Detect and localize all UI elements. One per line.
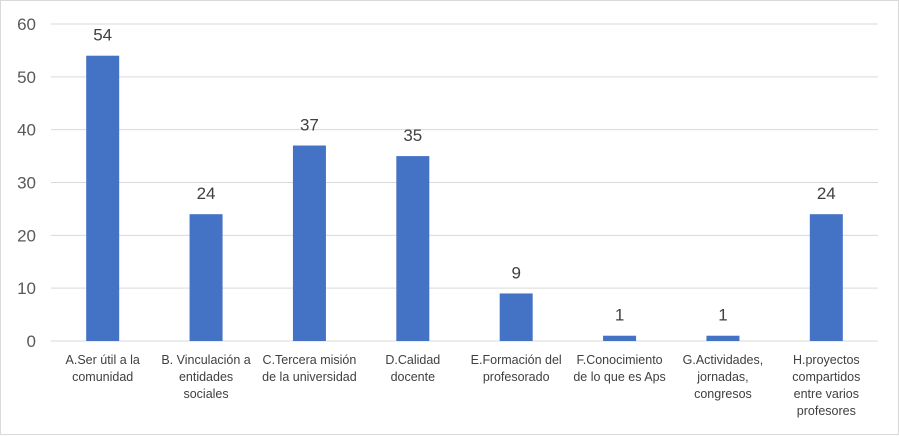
data-label: 37 <box>300 116 319 135</box>
x-category-label: docente <box>391 370 436 384</box>
x-category-label: compartidos <box>792 370 860 384</box>
x-category-label: de lo que es Aps <box>573 370 665 384</box>
data-label: 9 <box>511 263 520 282</box>
x-category-label: C.Tercera misión <box>263 353 357 367</box>
x-category-label: de la universidad <box>262 370 357 384</box>
x-category-label: profesores <box>797 404 856 418</box>
x-category-label: B. Vinculación a <box>161 353 250 367</box>
x-category-label: G.Actividades, <box>683 353 764 367</box>
bar <box>809 214 843 341</box>
x-category-label: H.proyectos <box>793 353 860 367</box>
data-label: 1 <box>718 306 727 325</box>
x-category-label: sociales <box>183 387 228 401</box>
x-category-label: D.Calidad <box>385 353 440 367</box>
data-label: 35 <box>403 126 422 145</box>
y-tick-label: 20 <box>17 226 36 245</box>
x-category-label: entre varios <box>794 387 859 401</box>
x-category-label: comunidad <box>72 370 133 384</box>
y-tick-label: 50 <box>17 68 36 87</box>
x-category-label: congresos <box>694 387 752 401</box>
bar <box>396 156 430 341</box>
x-category-label: F.Conocimiento <box>576 353 662 367</box>
y-tick-label: 0 <box>27 332 36 351</box>
y-tick-label: 40 <box>17 121 36 140</box>
x-category-label: jornadas, <box>696 370 748 384</box>
x-category-label: E.Formación del <box>471 353 562 367</box>
bar <box>706 335 740 341</box>
y-tick-label: 60 <box>17 15 36 34</box>
x-category-label: entidades <box>179 370 233 384</box>
data-label: 54 <box>93 26 112 45</box>
x-category-label: A.Ser útil a la <box>66 353 140 367</box>
bar <box>292 145 326 341</box>
data-label: 24 <box>197 184 216 203</box>
bar <box>189 214 223 341</box>
bar <box>603 335 637 341</box>
data-label: 1 <box>615 306 624 325</box>
y-tick-label: 10 <box>17 279 36 298</box>
x-category-label: profesorado <box>483 370 550 384</box>
y-tick-label: 30 <box>17 174 36 193</box>
bar <box>86 55 120 341</box>
bar <box>499 293 533 341</box>
data-label: 24 <box>817 184 836 203</box>
